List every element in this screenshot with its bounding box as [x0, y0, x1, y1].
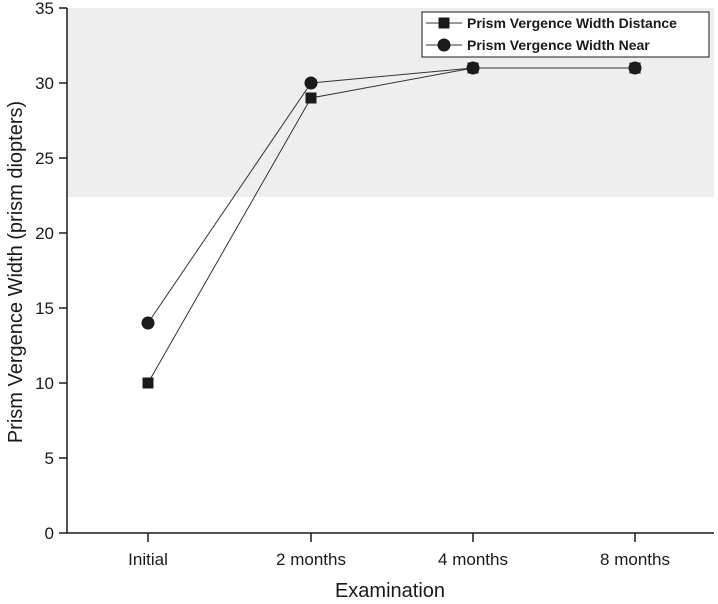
data-point-square	[142, 377, 154, 389]
y-tick-label: 15	[35, 299, 54, 318]
data-point-circle	[466, 61, 480, 75]
y-tick-label: 25	[35, 149, 54, 168]
series-layer	[141, 61, 642, 389]
data-point-circle	[628, 61, 642, 75]
data-point-square	[305, 92, 317, 104]
x-tick-label: 8 months	[600, 550, 670, 569]
legend-label-distance: Prism Vergence Width Distance	[467, 15, 677, 31]
x-tick-label: 2 months	[276, 550, 346, 569]
legend: Prism Vergence Width Distance Prism Verg…	[421, 11, 710, 58]
y-axis-title: Prism Vergence Width (prism diopters)	[5, 101, 27, 443]
y-tick-label: 10	[35, 374, 54, 393]
data-point-circle	[141, 316, 155, 330]
y-tick-label: 5	[45, 449, 54, 468]
legend-marker-square	[438, 17, 450, 29]
x-tick-label: 4 months	[438, 550, 508, 569]
y-tick-label: 35	[35, 0, 54, 18]
x-axis-title: Examination	[335, 580, 445, 602]
data-point-circle	[304, 76, 318, 90]
legend-label-near: Prism Vergence Width Near	[467, 37, 650, 53]
series-line-near	[147, 67, 635, 324]
y-tick-label: 0	[45, 524, 54, 543]
x-tick-label: Initial	[128, 550, 168, 569]
y-tick-label: 30	[35, 74, 54, 93]
legend-box	[421, 11, 710, 58]
legend-marker-circle	[437, 38, 451, 52]
y-tick-label: 20	[35, 224, 54, 243]
axes: 0 5 10 15 20 25 30 35 Initial 2 months 4 months 8 m…	[35, 0, 714, 569]
